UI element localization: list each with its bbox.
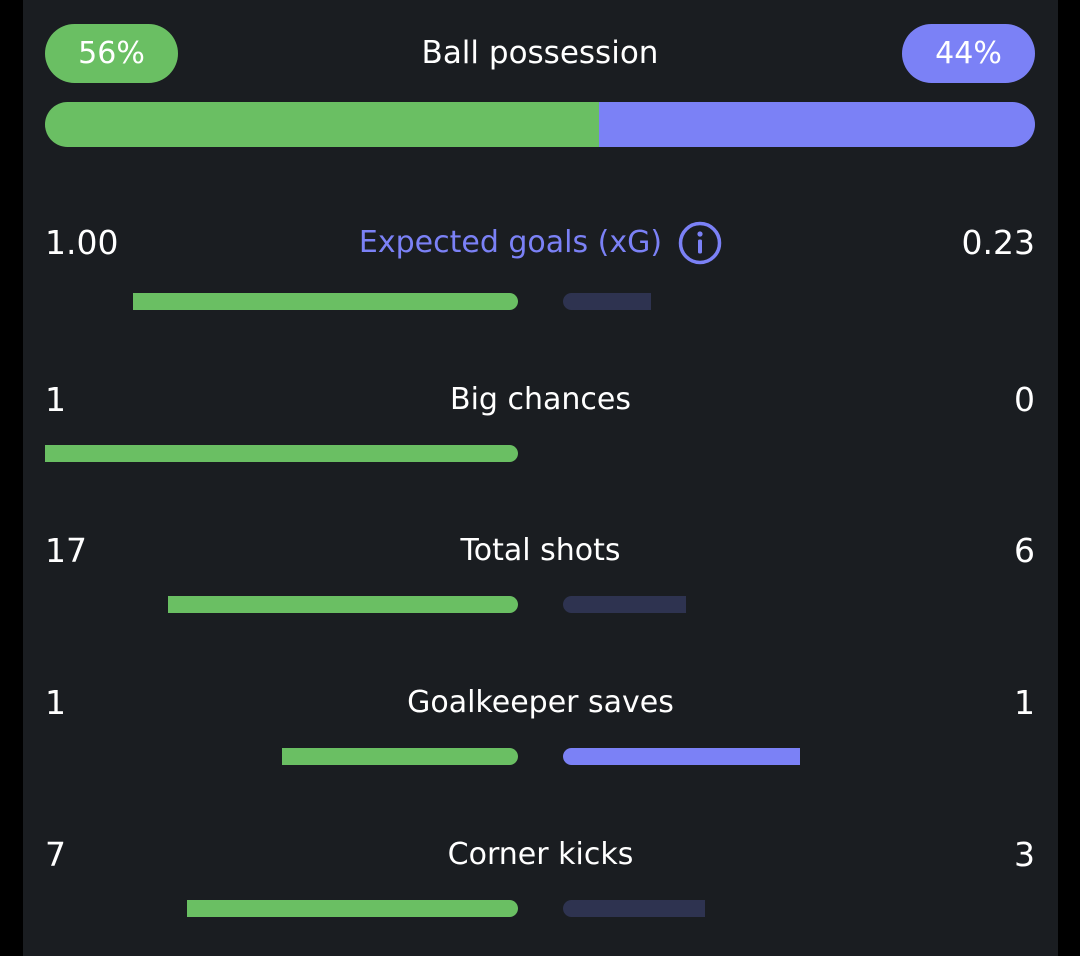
stat-row-goalkeeper-saves: 1 Goalkeeper saves 1 <box>23 681 1058 771</box>
stat-bar-away <box>563 596 1036 613</box>
stat-home-value: 17 <box>45 531 87 570</box>
possession-bar <box>45 102 1035 147</box>
stat-row-corner-kicks: 7 Corner kicks 3 <box>23 833 1058 923</box>
stat-row-expected-goals: 1.00 Expected goals (xG) 0.23 <box>23 221 1058 311</box>
stat-bar-away <box>563 445 1036 462</box>
stat-home-value: 7 <box>45 835 66 874</box>
stat-away-value: 0 <box>1014 380 1035 419</box>
stat-label-text: Total shots <box>460 533 621 568</box>
possession-header: 56% Ball possession 44% <box>45 24 1035 83</box>
stat-bar-home-fill <box>167 596 518 613</box>
stat-bar-home-fill <box>186 900 518 917</box>
stat-bar-home-fill <box>45 445 518 462</box>
stat-label: Expected goals (xG) <box>23 221 1058 265</box>
stat-row-total-shots: 17 Total shots 6 <box>23 529 1058 619</box>
stat-bar-home-fill <box>132 293 518 310</box>
possession-bar-home <box>45 102 600 147</box>
stat-bar-home-fill <box>281 748 518 765</box>
match-stats-panel: 56% Ball possession 44% 1.00 Expected go… <box>23 0 1058 956</box>
stat-away-value: 1 <box>1014 683 1035 722</box>
stat-label-text: Big chances <box>450 382 631 417</box>
stat-bar-home <box>45 445 518 462</box>
possession-title: Ball possession <box>421 35 659 71</box>
stat-bar-away <box>563 748 1036 765</box>
stat-bar-away-fill <box>563 748 800 765</box>
stat-bar-away-fill <box>563 596 686 613</box>
stat-label: Goalkeeper saves <box>23 681 1058 725</box>
stat-bar-home <box>45 293 518 310</box>
home-possession-badge: 56% <box>45 24 178 83</box>
stat-bar-home <box>45 748 518 765</box>
stat-label: Corner kicks <box>23 833 1058 877</box>
stat-home-value: 1.00 <box>45 223 119 262</box>
stat-label-text: Expected goals (xG) <box>358 225 663 260</box>
stat-bar-away <box>563 900 1036 917</box>
stat-away-value: 0.23 <box>961 223 1035 262</box>
stat-away-value: 3 <box>1014 835 1035 874</box>
stat-bar-away-fill <box>563 293 651 310</box>
stat-home-value: 1 <box>45 380 66 419</box>
stat-label-text: Goalkeeper saves <box>407 685 674 720</box>
stat-away-value: 6 <box>1014 531 1035 570</box>
stat-bar-home <box>45 900 518 917</box>
info-icon[interactable] <box>678 221 722 265</box>
possession-bar-away <box>599 102 1035 147</box>
stat-row-big-chances: 1 Big chances 0 <box>23 378 1058 468</box>
stat-label-text: Corner kicks <box>447 837 634 872</box>
away-possession-badge: 44% <box>902 24 1035 83</box>
stat-label: Big chances <box>23 378 1058 422</box>
stat-bar-away-fill <box>563 900 705 917</box>
stat-home-value: 1 <box>45 683 66 722</box>
stat-bar-home <box>45 596 518 613</box>
stat-bar-away <box>563 293 1036 310</box>
stat-label: Total shots <box>23 529 1058 573</box>
